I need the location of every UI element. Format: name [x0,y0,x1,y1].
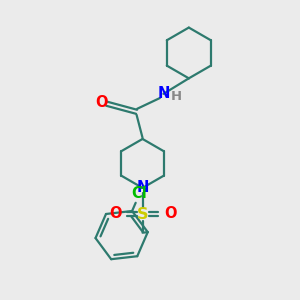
Text: S: S [137,207,148,222]
Text: Cl: Cl [132,186,148,201]
Text: N: N [136,180,149,195]
Text: N: N [157,86,170,101]
Text: O: O [95,95,108,110]
Text: H: H [170,90,182,103]
Text: O: O [164,206,176,220]
Text: O: O [109,206,121,220]
